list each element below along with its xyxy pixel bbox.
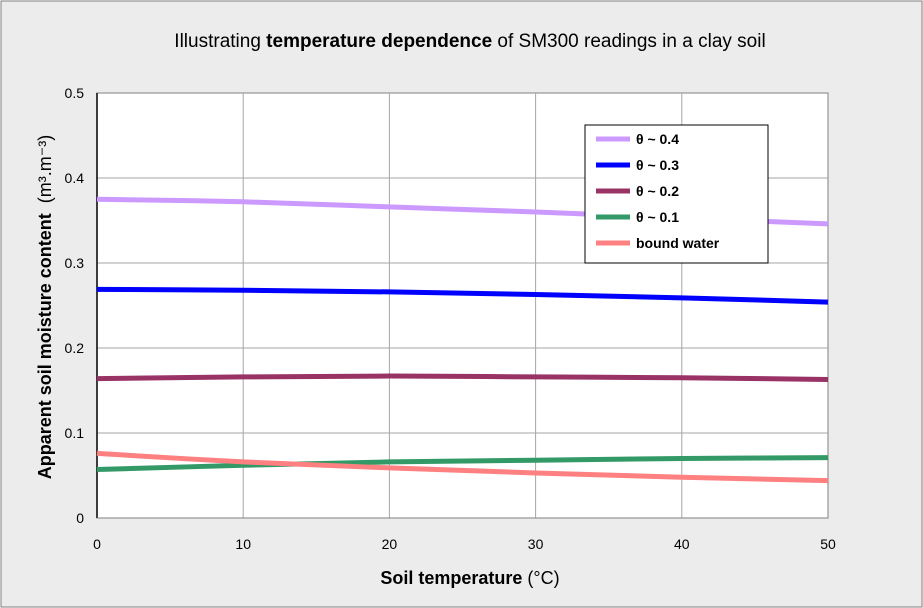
- y-tick-label: 0.2: [65, 340, 85, 356]
- y-axis-title-unit: (m³.m⁻³): [35, 135, 55, 203]
- x-tick-label: 30: [528, 536, 544, 552]
- chart-title-suffix: of SM300 readings in a clay soil: [492, 31, 766, 52]
- legend-label: θ ~ 0.2: [636, 183, 679, 199]
- x-axis-title-unit: (°C): [522, 568, 559, 588]
- chart-title-prefix: Illustrating: [174, 31, 266, 52]
- chart-title: Illustrating temperature dependence of S…: [174, 31, 765, 52]
- x-axis-title: Soil temperature (°C): [380, 568, 559, 588]
- x-tick-label: 10: [235, 536, 251, 552]
- x-tick-label: 50: [820, 536, 836, 552]
- y-tick-label: 0: [76, 510, 84, 526]
- y-tick-label: 0.5: [65, 85, 85, 101]
- series-layer: [96, 196, 829, 484]
- y-axis-title: Apparent soil moisture content (m³.m⁻³): [35, 135, 55, 480]
- y-tick-label: 0.1: [65, 425, 85, 441]
- x-tick-labels: 0 10 20 30 40 50: [93, 536, 836, 552]
- series-line-2: [96, 286, 829, 305]
- y-tick-label: 0.3: [65, 255, 85, 271]
- legend-label: bound water: [636, 235, 720, 251]
- legend-box: [584, 124, 769, 264]
- y-axis-title-gap: [35, 203, 55, 213]
- y-tick-label: 0.4: [65, 170, 85, 186]
- y-tick-labels: 0 0.1 0.2 0.3 0.4 0.5: [65, 85, 85, 526]
- legend-label: θ ~ 0.1: [636, 209, 679, 225]
- series-line-3: [96, 373, 829, 382]
- x-tick-label: 20: [382, 536, 398, 552]
- x-axis-title-bold: Soil temperature: [380, 568, 522, 588]
- legend-label: θ ~ 0.4: [636, 131, 679, 147]
- x-tick-label: 0: [93, 536, 101, 552]
- series-line-5: [96, 450, 829, 484]
- y-axis-title-bold: Apparent soil moisture content: [35, 213, 55, 479]
- x-tick-label: 40: [674, 536, 690, 552]
- legend-items: θ ~ 0.4 θ ~ 0.3 θ ~ 0.2 θ ~ 0.1 bound water: [596, 131, 720, 251]
- legend-label: θ ~ 0.3: [636, 157, 679, 173]
- chart-title-emphasis: temperature dependence: [266, 31, 492, 52]
- legend: θ ~ 0.4 θ ~ 0.3 θ ~ 0.2 θ ~ 0.1 bound water: [584, 124, 769, 264]
- series-line-4: [96, 455, 829, 473]
